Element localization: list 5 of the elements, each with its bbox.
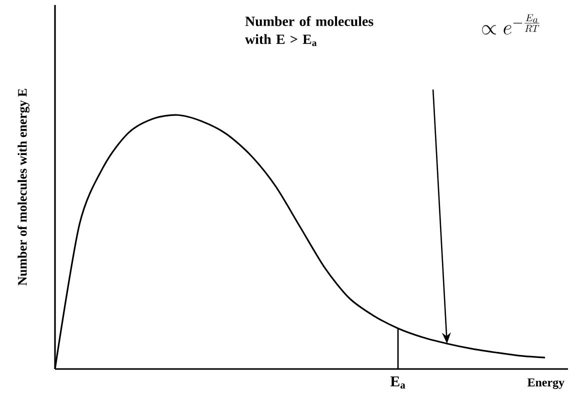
annotation: E$_{a}$ [390,376,406,389]
text: Number of molecules with E > E$_{a}$ [245,16,374,46]
text: $\propto e^{-\frac{E_a}{RT}}$ [482,14,540,35]
x-axis-title: Energy [528,378,564,389]
y-axis-title: Number of molecules with energy E [18,88,30,286]
